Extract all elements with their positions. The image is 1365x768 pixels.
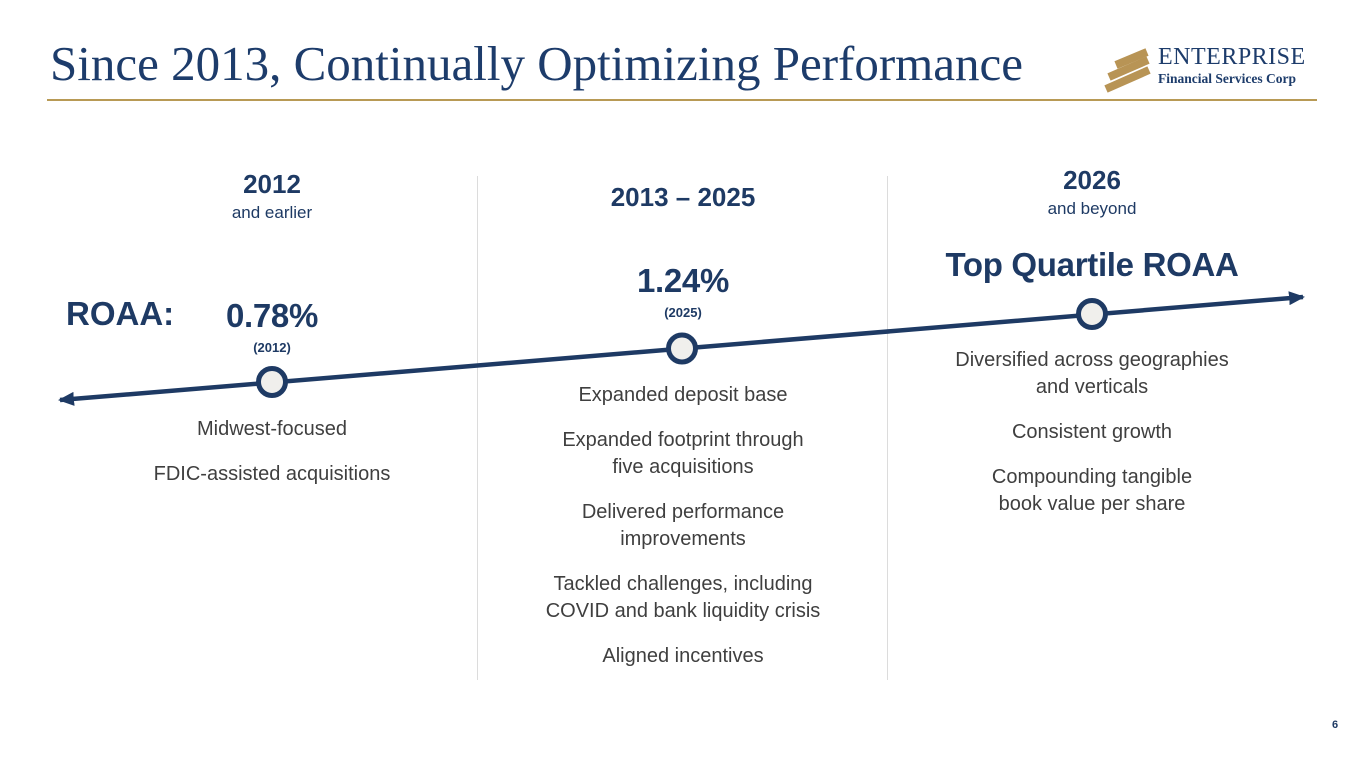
- metric-note-2012: (2012): [253, 340, 291, 355]
- bullet-item: Compounding tangible book value per shar…: [991, 466, 1193, 515]
- period-note: and beyond: [1047, 199, 1137, 218]
- timeline-node-2026: [1076, 298, 1108, 330]
- column-divider-right: [887, 176, 888, 680]
- bullet-item: Expanded deposit base: [578, 384, 788, 406]
- metric-2026: Top Quartile ROAA: [945, 246, 1239, 283]
- timeline-line-right: [682, 291, 1305, 351]
- timeline-node-2025: [666, 332, 698, 365]
- bullet-list-2013-2025: Expanded deposit base Expanded footprint…: [493, 382, 873, 688]
- logo-subtitle: Financial Services Corp: [1158, 71, 1296, 86]
- bullet-item: Diversified across geographies and verti…: [955, 349, 1229, 398]
- timeline-line-left: [58, 346, 684, 406]
- period-note: and earlier: [231, 203, 313, 222]
- title-underline: [47, 99, 1317, 101]
- period-label: 2012: [243, 169, 301, 199]
- bullet-item: Tackled challenges, including COVID and …: [545, 573, 821, 622]
- bullet-item: Midwest-focused: [196, 418, 348, 440]
- column-divider-left: [477, 176, 478, 680]
- metric-2025: 1.24%: [636, 262, 730, 299]
- column-header-2013-2025: 2013 – 2025: [493, 184, 873, 210]
- bullet-item: Consistent growth: [1011, 421, 1173, 443]
- column-header-2026: 2026 and beyond: [902, 167, 1282, 217]
- logo-company-name: ENTERPRISE: [1158, 44, 1306, 70]
- timeline-node-2012: [256, 366, 288, 398]
- gold-diagonal-stripes-icon: [1103, 48, 1151, 99]
- page-number: 6: [1332, 719, 1339, 731]
- bullet-list-2012: Midwest-focused FDIC-assisted acquisitio…: [82, 416, 462, 506]
- metric-note-2025: (2025): [664, 305, 702, 320]
- roaa-label: ROAA:: [66, 295, 175, 332]
- period-label: 2013 – 2025: [610, 182, 756, 212]
- logo-text: ENTERPRISE Financial Services Corp: [1158, 45, 1306, 86]
- bullet-list-2026: Diversified across geographies and verti…: [902, 347, 1282, 536]
- bullet-item: Expanded footprint through five acquisit…: [562, 429, 804, 478]
- bullet-item: FDIC-assisted acquisitions: [153, 463, 391, 485]
- period-label: 2026: [1063, 165, 1121, 195]
- bullet-item: Delivered performance improvements: [581, 501, 785, 550]
- bullet-item: Aligned incentives: [602, 645, 764, 667]
- column-header-2012: 2012 and earlier: [82, 171, 462, 221]
- company-logo: ENTERPRISE Financial Services Corp: [1103, 45, 1306, 99]
- page-title: Since 2013, Continually Optimizing Perfo…: [50, 36, 1024, 91]
- metric-2012: 0.78%: [225, 297, 319, 334]
